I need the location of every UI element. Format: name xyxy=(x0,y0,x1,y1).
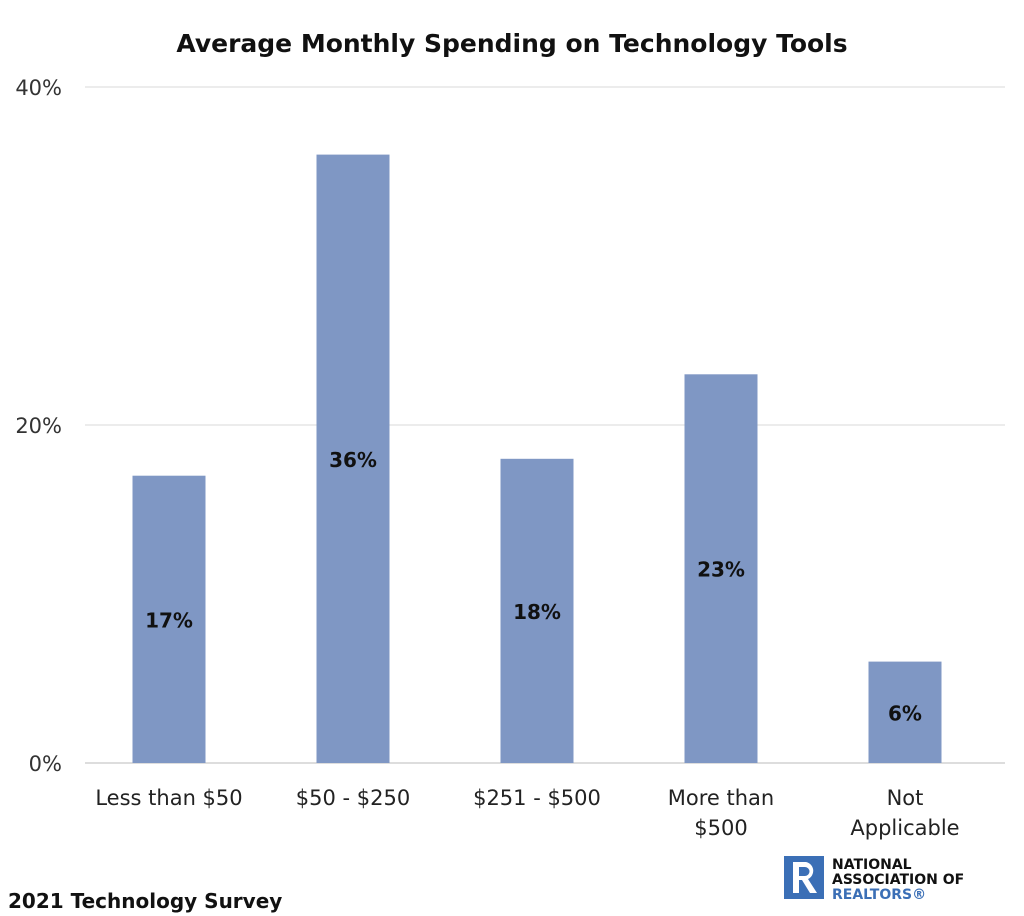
nar-logo: NATIONAL ASSOCIATION OF REALTORS® xyxy=(784,856,964,903)
chart-title: Average Monthly Spending on Technology T… xyxy=(176,29,847,58)
x-tick-label: $500 xyxy=(694,816,747,840)
y-tick-label: 20% xyxy=(15,414,62,438)
logo-line3: REALTORS® xyxy=(832,887,926,903)
x-tick-label: Applicable xyxy=(850,816,959,840)
data-label: 6% xyxy=(888,701,922,725)
x-tick-label: Not xyxy=(887,786,924,810)
data-label: 23% xyxy=(697,558,745,582)
footer-survey: 2021 Technology Survey xyxy=(8,889,282,913)
x-tick-label: Less than $50 xyxy=(95,786,242,810)
bar xyxy=(132,475,206,763)
data-label: 36% xyxy=(329,448,377,472)
data-label: 18% xyxy=(513,600,561,624)
x-tick-label: $50 - $250 xyxy=(296,786,410,810)
bar xyxy=(316,154,390,764)
y-tick-label: 40% xyxy=(15,76,62,100)
x-tick-label: More than xyxy=(668,786,774,810)
logo-line1: NATIONAL xyxy=(832,857,912,873)
bar xyxy=(500,458,574,763)
logo-line2: ASSOCIATION OF xyxy=(832,872,964,888)
y-tick-label: 0% xyxy=(29,752,62,776)
x-tick-label: $251 - $500 xyxy=(473,786,601,810)
data-label: 17% xyxy=(145,608,193,632)
bar xyxy=(684,374,758,763)
bar xyxy=(868,661,942,763)
